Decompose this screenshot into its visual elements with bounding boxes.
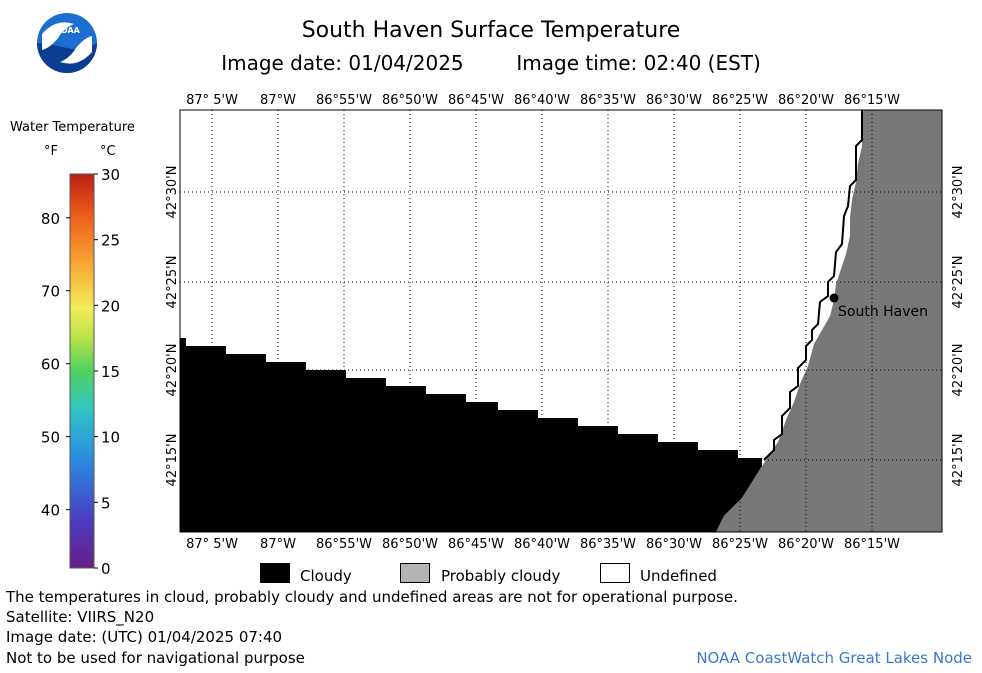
lon-label-top: 86°15'W [844, 93, 900, 108]
color-scale-title: Water Temperature [10, 120, 135, 135]
lon-label-bottom: 87° 5'W [186, 537, 238, 552]
temperature-map: 87° 5'W 87°W 86°55'W 86°50'W 86°45'W 86°40'W 8… [165, 93, 966, 552]
legend-swatch-undefined [600, 563, 630, 583]
c-tick-label: 30 [101, 168, 120, 184]
c-tick-label: 15 [101, 363, 120, 381]
lon-label-top: 86°30'W [646, 93, 702, 108]
lon-label-top: 86°50'W [382, 93, 438, 108]
legend-swatch-cloudy [260, 563, 290, 583]
lon-label-top: 86°55'W [316, 93, 372, 108]
lat-label-left: 42°15'N [165, 434, 180, 487]
lat-label-right: 42°25'N [951, 256, 966, 309]
map-grid [180, 110, 942, 532]
logo-text: NOAA [54, 26, 80, 35]
lat-label-left: 42°20'N [165, 344, 180, 397]
lon-label-bottom: 86°20'W [778, 537, 834, 552]
legend-label-undefined: Undefined [640, 567, 717, 585]
image-datetime: Image date: 01/04/2025 Image time: 02:40… [0, 51, 982, 75]
credit-link[interactable]: NOAA CoastWatch Great Lakes Node [696, 649, 972, 667]
unit-celsius: °C [100, 144, 116, 159]
f-tick-label: 70 [41, 283, 60, 301]
lon-label-top: 86°25'W [712, 93, 768, 108]
lat-label-left: 42°30'N [165, 166, 180, 219]
city-marker [829, 293, 839, 303]
legend-label-cloudy: Cloudy [300, 567, 352, 585]
f-tick-label: 60 [41, 356, 60, 374]
lon-label-bottom: 87°W [260, 537, 296, 552]
coastline [763, 110, 863, 461]
lon-label-top: 87°W [260, 93, 296, 108]
color-scale: 40 50 60 70 80 0 5 10 15 20 25 30 [41, 168, 120, 578]
lon-label-bottom: 86°35'W [580, 537, 636, 552]
lat-label-right: 42°30'N [951, 166, 966, 219]
noaa-logo: NOAA [37, 13, 97, 73]
f-tick-label: 40 [41, 502, 60, 520]
image-date: Image date: 01/04/2025 [221, 51, 464, 75]
lon-label-bottom: 86°25'W [712, 537, 768, 552]
lat-label-right: 42°20'N [951, 344, 966, 397]
lon-label-top: 86°20'W [778, 93, 834, 108]
c-tick-label: 10 [101, 429, 120, 447]
footer-note: The temperatures in cloud, probably clou… [6, 588, 738, 606]
land-area [716, 110, 942, 532]
lon-label-top: 87° 5'W [186, 93, 238, 108]
cloudy-area [180, 338, 762, 532]
map-border [179, 109, 943, 533]
color-scale-bar [69, 173, 95, 569]
lon-label-bottom: 86°30'W [646, 537, 702, 552]
city-label: South Haven [838, 304, 928, 320]
legend-label-probably-cloudy: Probably cloudy [441, 567, 561, 585]
top-longitude-labels: 87° 5'W 87°W 86°55'W 86°50'W 86°45'W 86°40'W 8… [186, 93, 900, 108]
lat-label-left: 42°25'N [165, 256, 180, 309]
bottom-longitude-labels: 87° 5'W 87°W 86°55'W 86°50'W 86°45'W 86°40'W 8… [186, 537, 900, 552]
page-title: South Haven Surface Temperature [301, 18, 681, 43]
c-tick-label: 0 [101, 560, 111, 578]
footer-satellite: Satellite: VIIRS_N20 [6, 608, 155, 626]
lon-label-bottom: 86°40'W [514, 537, 570, 552]
lon-label-bottom: 86°50'W [382, 537, 438, 552]
lon-label-top: 86°35'W [580, 93, 636, 108]
right-latitude-labels: 42°30'N 42°25'N 42°20'N 42°15'N [951, 166, 966, 487]
footer-utc-date: Image date: (UTC) 01/04/2025 07:40 [6, 628, 283, 646]
legend-swatch-probably-cloudy [400, 563, 430, 583]
c-tick-label: 5 [101, 494, 111, 512]
lon-label-bottom: 86°55'W [316, 537, 372, 552]
lon-label-bottom: 86°15'W [844, 537, 900, 552]
lon-label-bottom: 86°45'W [448, 537, 504, 552]
image-time: Image time: 02:40 (EST) [516, 51, 761, 75]
f-tick-label: 80 [41, 210, 60, 228]
left-latitude-labels: 42°30'N 42°25'N 42°20'N 42°15'N [165, 166, 180, 487]
footer-disclaimer: Not to be used for navigational purpose [6, 649, 305, 667]
f-tick-label: 50 [41, 429, 60, 447]
lon-label-top: 86°40'W [514, 93, 570, 108]
celsius-ticks: 0 5 10 15 20 25 30 [94, 168, 120, 578]
lon-label-top: 86°45'W [448, 93, 504, 108]
unit-fahrenheit: °F [44, 144, 58, 159]
lat-label-right: 42°15'N [951, 434, 966, 487]
c-tick-label: 20 [101, 297, 120, 315]
c-tick-label: 25 [101, 232, 120, 250]
fahrenheit-ticks: 40 50 60 70 80 [41, 210, 70, 520]
